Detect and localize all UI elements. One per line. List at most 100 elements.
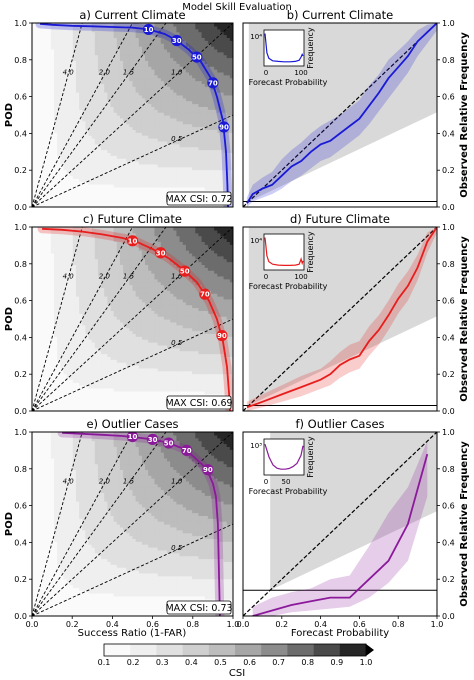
csi-contour-cell bbox=[72, 149, 77, 153]
csi-contour-cell bbox=[182, 94, 187, 99]
csi-contour-cell bbox=[207, 178, 212, 182]
csi-contour-cell bbox=[226, 117, 231, 122]
csi-contour-cell bbox=[226, 66, 231, 70]
csi-contour-cell bbox=[129, 204, 134, 207]
csi-contour-cell bbox=[79, 172, 83, 176]
csi-contour-cell bbox=[107, 201, 112, 205]
csi-contour-cell bbox=[170, 132, 174, 136]
csi-contour-cell bbox=[110, 166, 115, 171]
csi-contour-cell bbox=[38, 161, 43, 165]
csi-contour-cell bbox=[47, 382, 52, 386]
csi-contour-cell bbox=[72, 66, 77, 70]
csi-contour-cell bbox=[53, 339, 58, 343]
csi-contour-cell bbox=[223, 178, 228, 182]
csi-contour-cell bbox=[35, 80, 39, 84]
csi-contour-cell bbox=[47, 158, 52, 162]
csi-contour-cell bbox=[201, 132, 206, 136]
csi-contour-cell bbox=[60, 117, 65, 122]
csi-contour-cell bbox=[182, 74, 187, 79]
csi-contour-cell bbox=[119, 117, 124, 122]
csi-contour-cell bbox=[214, 186, 218, 191]
csi-contour-cell bbox=[226, 40, 231, 44]
csi-contour-cell bbox=[63, 405, 68, 409]
csi-contour-cell bbox=[41, 324, 46, 329]
csi-contour-cell bbox=[82, 109, 86, 113]
csi-contour-cell bbox=[154, 120, 159, 125]
csi-contour-cell bbox=[35, 109, 39, 113]
csi-contour-cell bbox=[167, 172, 171, 176]
csi-contour-cell bbox=[157, 103, 162, 107]
csi-contour-cell bbox=[123, 46, 127, 50]
csi-contour-cell bbox=[38, 94, 43, 99]
csi-contour-cell bbox=[60, 301, 65, 306]
csi-contour-cell bbox=[176, 126, 181, 130]
csi-contour-cell bbox=[163, 112, 168, 116]
csi-contour-cell bbox=[189, 37, 193, 41]
csi-contour-cell bbox=[110, 138, 115, 142]
csi-contour-cell bbox=[132, 129, 137, 133]
csi-contour-cell bbox=[126, 192, 130, 197]
csi-contour-cell bbox=[176, 31, 181, 36]
csi-contour-cell bbox=[176, 117, 181, 122]
csi-contour-cell bbox=[44, 97, 49, 102]
csi-contour-cell bbox=[138, 31, 143, 36]
csi-contour-cell bbox=[66, 316, 71, 320]
csi-contour-cell bbox=[79, 198, 83, 202]
csi-contour-cell bbox=[229, 74, 233, 79]
csi-contour-cell bbox=[32, 270, 36, 274]
csi-contour-cell bbox=[135, 94, 140, 99]
csi-contour-cell bbox=[189, 51, 193, 56]
csi-contour-cell bbox=[179, 143, 184, 148]
csi-contour-cell bbox=[176, 146, 181, 151]
csi-contour-cell bbox=[167, 149, 171, 153]
csi-contour-cell bbox=[35, 319, 39, 323]
csi-contour-cell bbox=[110, 112, 115, 116]
csi-contour-cell bbox=[41, 393, 46, 398]
csi-contour-cell bbox=[57, 25, 61, 30]
csi-contour-cell bbox=[167, 112, 171, 116]
csi-contour-cell bbox=[63, 97, 68, 102]
csi-contour-cell bbox=[66, 321, 71, 326]
csi-contour-cell bbox=[154, 149, 159, 153]
csi-contour-cell bbox=[163, 146, 168, 151]
csi-contour-cell bbox=[38, 92, 43, 96]
csi-contour-cell bbox=[179, 181, 184, 185]
csi-contour-cell bbox=[85, 83, 90, 87]
csi-contour-cell bbox=[32, 109, 36, 113]
csi-contour-cell bbox=[72, 23, 77, 27]
csi-contour-cell bbox=[72, 195, 77, 199]
csi-contour-cell bbox=[47, 37, 52, 41]
csi-contour-cell bbox=[135, 74, 140, 79]
csi-contour-cell bbox=[123, 195, 127, 199]
csi-contour-cell bbox=[154, 155, 159, 159]
csi-contour-cell bbox=[223, 40, 228, 44]
csi-contour-cell bbox=[229, 204, 233, 207]
csi-contour-cell bbox=[50, 109, 55, 113]
csi-contour-cell bbox=[195, 109, 200, 113]
csi-contour-cell bbox=[47, 235, 52, 240]
csi-contour-cell bbox=[220, 34, 225, 38]
csi-contour-cell bbox=[207, 112, 212, 116]
csi-contour-cell bbox=[223, 186, 228, 191]
csi-contour-cell bbox=[107, 120, 112, 125]
csi-contour-cell bbox=[66, 189, 71, 194]
csi-contour-cell bbox=[135, 117, 140, 122]
csi-contour-cell bbox=[94, 60, 99, 64]
csi-contour-cell bbox=[107, 54, 112, 59]
csi-contour-cell bbox=[211, 138, 215, 142]
csi-contour-cell bbox=[53, 327, 58, 332]
csi-contour-cell bbox=[94, 80, 99, 84]
csi-contour-cell bbox=[229, 57, 233, 61]
csi-contour-cell bbox=[157, 63, 162, 67]
csi-contour-cell bbox=[148, 138, 152, 142]
csi-contour-cell bbox=[110, 51, 115, 56]
csi-contour-cell bbox=[154, 66, 159, 70]
csi-contour-cell bbox=[60, 316, 65, 320]
csi-contour-cell bbox=[94, 135, 99, 139]
csi-contour-cell bbox=[198, 94, 203, 99]
csi-contour-cell bbox=[211, 158, 215, 162]
csi-contour-cell bbox=[123, 23, 127, 27]
csi-contour-cell bbox=[204, 74, 209, 79]
csi-contour-cell bbox=[214, 40, 218, 44]
csi-contour-cell bbox=[141, 123, 146, 128]
